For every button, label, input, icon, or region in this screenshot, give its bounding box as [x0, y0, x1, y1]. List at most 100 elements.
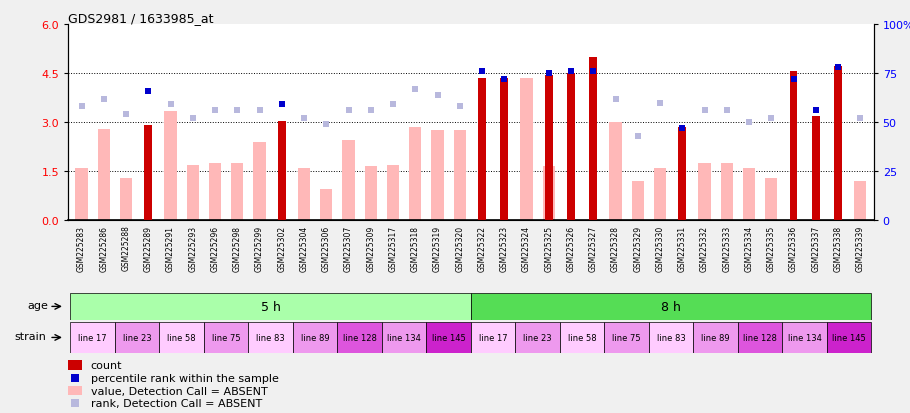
Bar	[145, 126, 152, 221]
Bar	[115, 322, 159, 353]
Bar	[254, 142, 266, 221]
Text: line 17: line 17	[479, 333, 508, 342]
Bar	[431, 131, 444, 221]
Bar	[693, 322, 738, 353]
Text: GSM225322: GSM225322	[478, 225, 487, 271]
Text: 8 h: 8 h	[662, 300, 681, 313]
Bar	[783, 322, 827, 353]
Bar	[248, 322, 293, 353]
Bar	[278, 121, 286, 221]
Text: GSM225330: GSM225330	[655, 225, 664, 271]
Text: GSM225325: GSM225325	[544, 225, 553, 271]
Bar	[209, 164, 221, 221]
Text: 5 h: 5 h	[261, 300, 280, 313]
Text: GSM225339: GSM225339	[855, 225, 864, 271]
Bar	[560, 322, 604, 353]
Bar	[165, 112, 177, 221]
Bar	[204, 322, 248, 353]
Text: GSM225332: GSM225332	[700, 225, 709, 271]
Bar	[812, 116, 820, 221]
Bar	[231, 164, 244, 221]
Bar	[738, 322, 783, 353]
Bar	[159, 322, 204, 353]
Bar	[365, 167, 377, 221]
Bar	[698, 164, 711, 221]
Text: GSM225283: GSM225283	[77, 225, 86, 271]
Text: GSM225324: GSM225324	[522, 225, 531, 271]
Bar	[320, 190, 332, 221]
Text: line 75: line 75	[212, 333, 240, 342]
Bar	[187, 165, 199, 221]
Bar	[610, 123, 622, 221]
Text: line 83: line 83	[257, 333, 285, 342]
Bar	[542, 167, 555, 221]
Bar	[765, 178, 777, 221]
Text: GSM225320: GSM225320	[455, 225, 464, 271]
Text: GSM225328: GSM225328	[611, 225, 620, 271]
Bar	[120, 178, 132, 221]
Text: GSM225318: GSM225318	[410, 225, 420, 271]
Text: line 145: line 145	[432, 333, 466, 342]
Text: line 58: line 58	[167, 333, 196, 342]
Text: count: count	[91, 360, 122, 370]
Text: percentile rank within the sample: percentile rank within the sample	[91, 373, 278, 383]
Bar	[827, 322, 872, 353]
Bar	[70, 293, 471, 320]
Bar	[76, 169, 87, 221]
Text: age: age	[27, 300, 48, 310]
Bar	[70, 322, 115, 353]
Text: GSM225288: GSM225288	[122, 225, 131, 271]
Text: strain: strain	[15, 331, 46, 341]
Text: value, Detection Call = ABSENT: value, Detection Call = ABSENT	[91, 386, 268, 396]
Text: line 23: line 23	[523, 333, 552, 342]
Bar	[834, 67, 842, 221]
Bar	[649, 322, 693, 353]
Text: line 128: line 128	[343, 333, 377, 342]
Bar	[342, 141, 355, 221]
Text: GSM225293: GSM225293	[188, 225, 197, 271]
Text: GSM225326: GSM225326	[567, 225, 575, 271]
Text: line 128: line 128	[743, 333, 777, 342]
Text: GSM225298: GSM225298	[233, 225, 242, 271]
Text: GSM225291: GSM225291	[167, 225, 175, 271]
Bar	[471, 293, 872, 320]
Bar	[68, 386, 82, 396]
Text: line 134: line 134	[388, 333, 421, 342]
Bar	[478, 79, 486, 221]
Bar	[427, 322, 471, 353]
Bar	[68, 360, 82, 370]
Text: GSM225319: GSM225319	[433, 225, 442, 271]
Text: GSM225307: GSM225307	[344, 225, 353, 271]
Text: line 23: line 23	[123, 333, 152, 342]
Text: GSM225336: GSM225336	[789, 225, 798, 271]
Bar	[454, 131, 466, 221]
Bar	[604, 322, 649, 353]
Bar	[293, 322, 338, 353]
Text: GSM225306: GSM225306	[322, 225, 331, 271]
Bar	[515, 322, 560, 353]
Bar	[590, 57, 597, 221]
Text: line 145: line 145	[833, 333, 866, 342]
Text: GSM225323: GSM225323	[500, 225, 509, 271]
Text: GSM225331: GSM225331	[678, 225, 687, 271]
Text: GSM225302: GSM225302	[278, 225, 287, 271]
Bar	[654, 169, 666, 221]
Bar	[632, 182, 644, 221]
Text: line 89: line 89	[702, 333, 730, 342]
Bar	[97, 129, 110, 221]
Bar	[743, 169, 755, 221]
Bar	[338, 322, 382, 353]
Text: GSM225329: GSM225329	[633, 225, 642, 271]
Text: GSM225333: GSM225333	[723, 225, 732, 271]
Text: line 134: line 134	[788, 333, 822, 342]
Bar	[567, 74, 575, 221]
Text: GSM225309: GSM225309	[367, 225, 375, 271]
Text: line 89: line 89	[301, 333, 329, 342]
Text: GSM225338: GSM225338	[834, 225, 843, 271]
Text: GSM225299: GSM225299	[255, 225, 264, 271]
Bar	[298, 169, 310, 221]
Text: GSM225337: GSM225337	[811, 225, 820, 271]
Bar	[387, 165, 399, 221]
Text: GSM225289: GSM225289	[144, 225, 153, 271]
Text: GSM225304: GSM225304	[299, 225, 308, 271]
